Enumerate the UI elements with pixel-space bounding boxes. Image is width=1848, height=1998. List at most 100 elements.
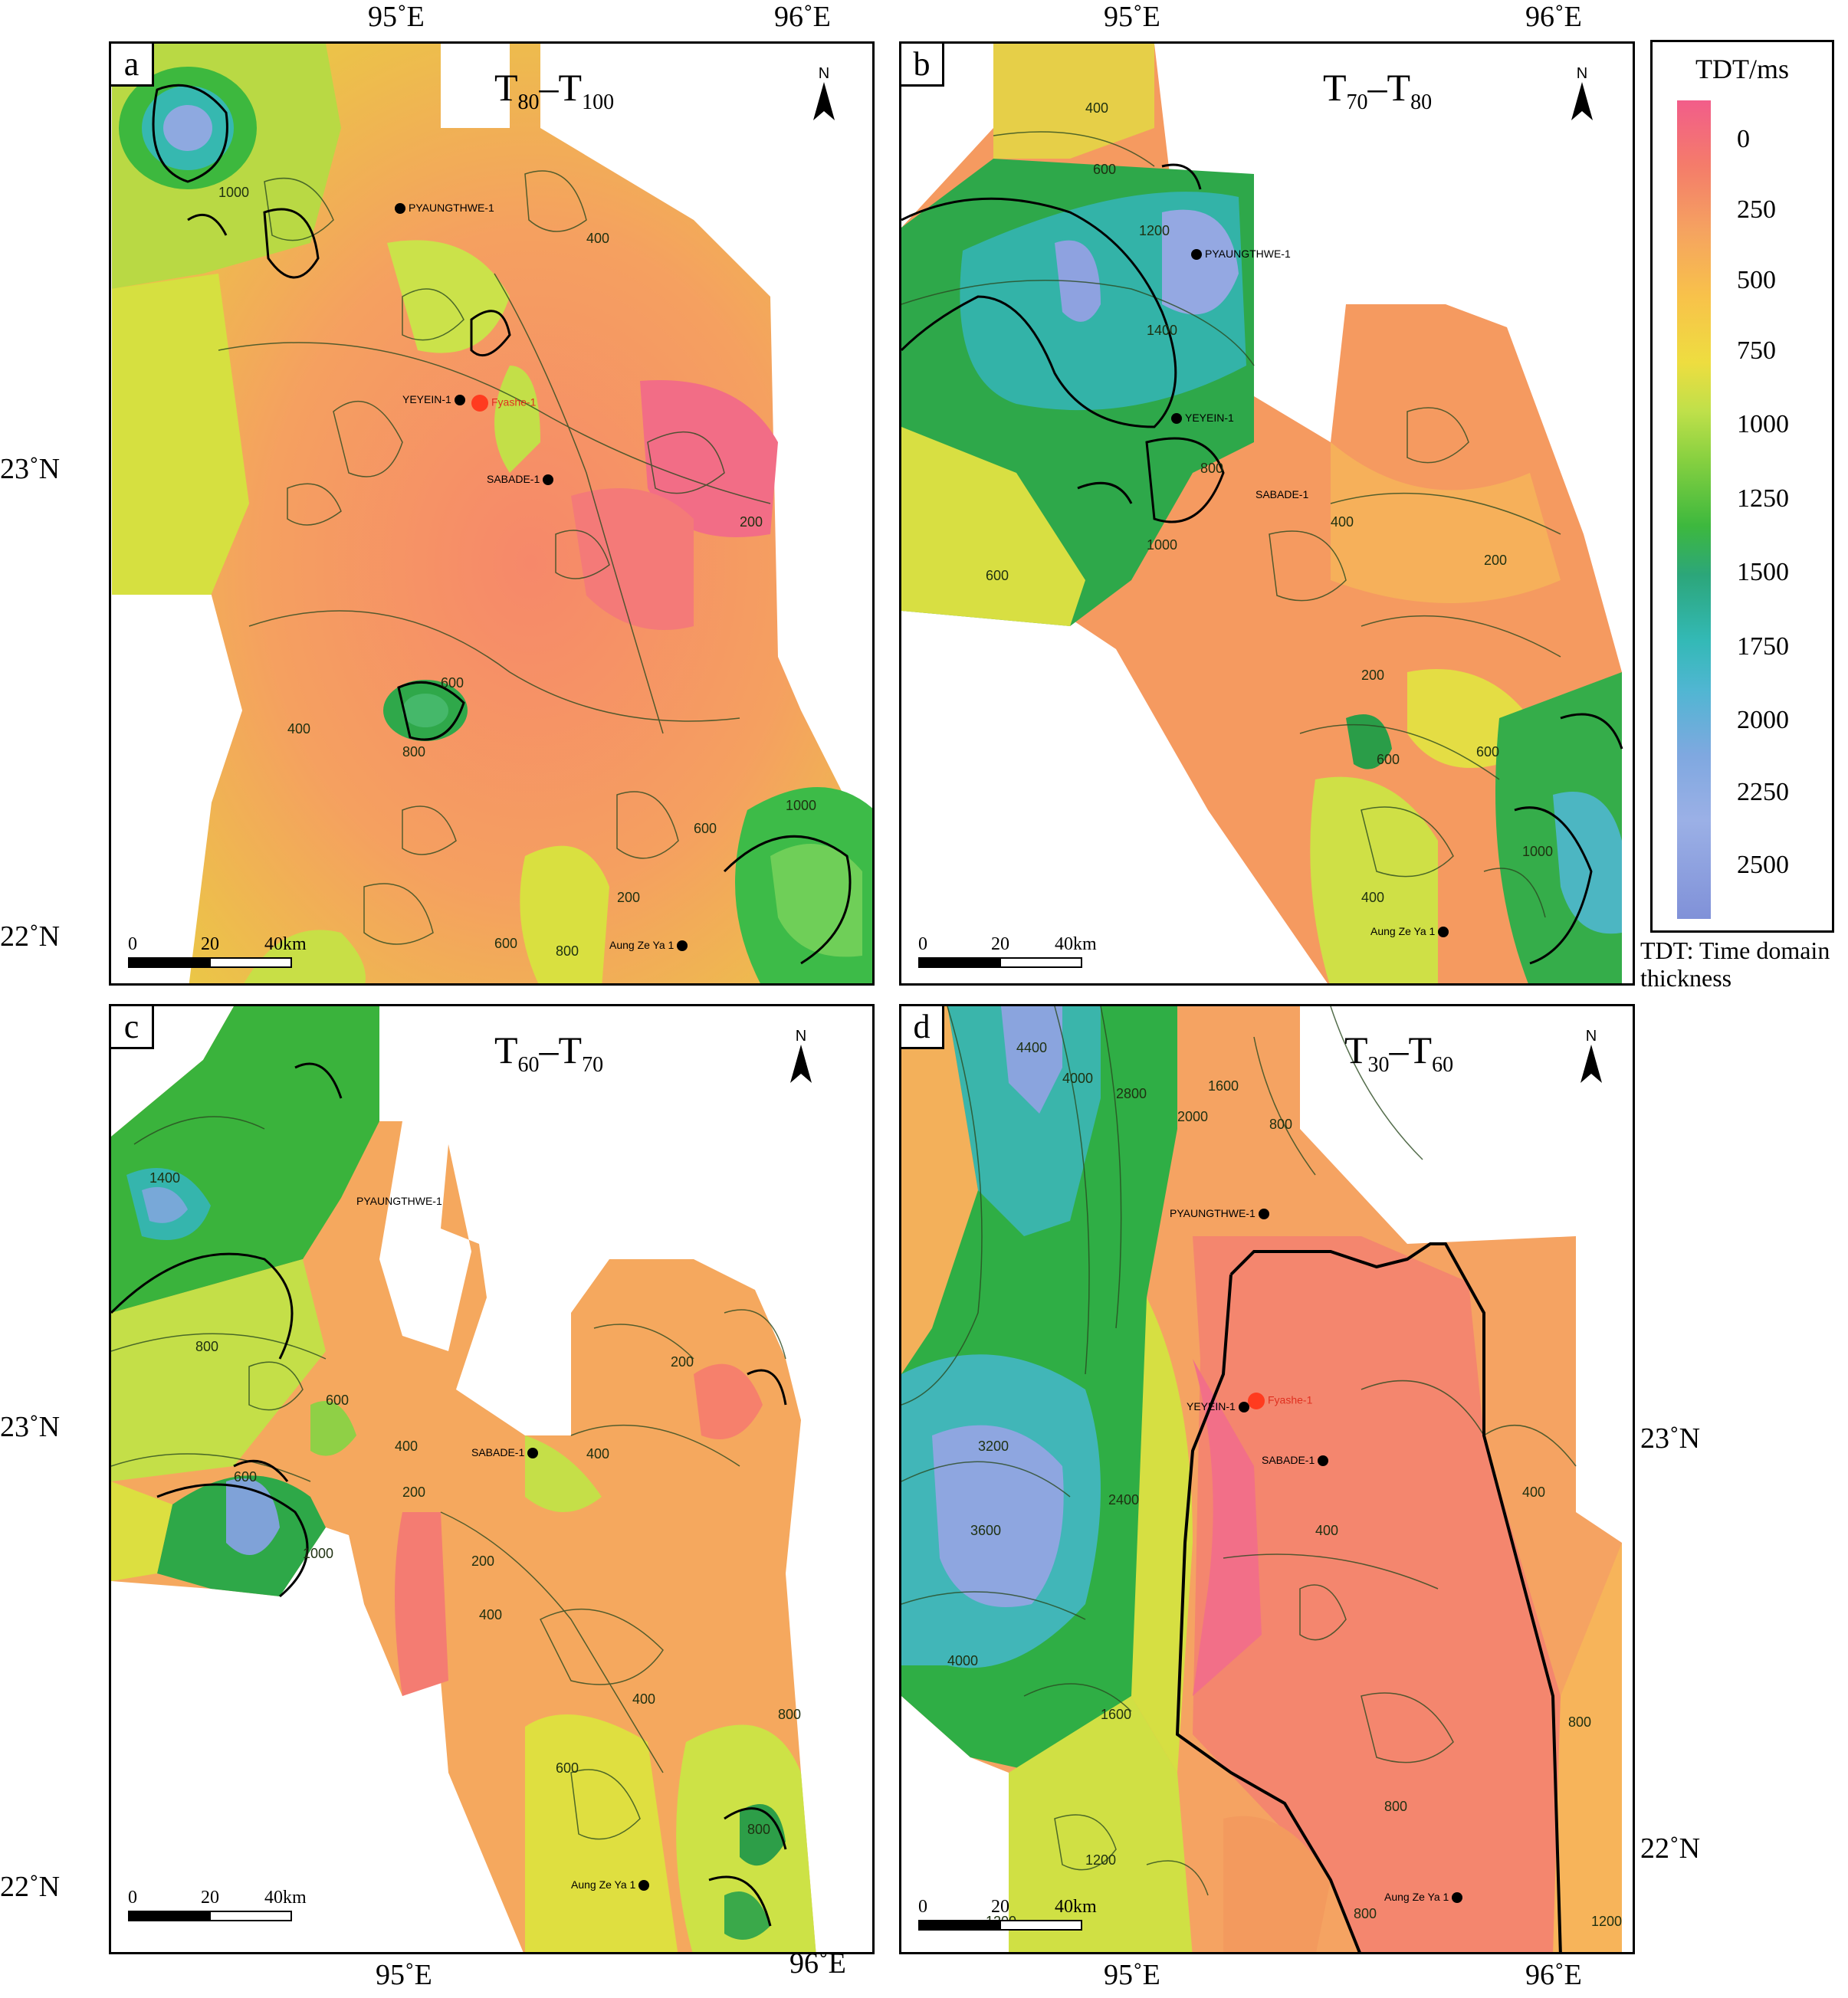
panel-title-b: T70–T80: [1323, 66, 1433, 114]
contour-label-a-11: 600: [694, 821, 717, 836]
contour-label-d-13: 400: [1522, 1485, 1545, 1500]
lon-label-95-bottom-left: 95˚E: [376, 1959, 432, 1991]
scale-bar-c: 0 20 40km: [128, 1888, 316, 1924]
contour-label-d-15: 1200: [1085, 1852, 1116, 1868]
contour-label-b-3: 1200: [1139, 223, 1170, 238]
lon-label-96-top-left: 96˚E: [774, 1, 831, 33]
thickness-map-b: 400 600 1200 1400 800 1000 400 200 200 6…: [901, 44, 1623, 983]
scale-label-40: 40km: [264, 1888, 307, 1908]
scale-label-0: 0: [918, 1897, 927, 1917]
legend-tick-2000: 2000: [1737, 706, 1789, 734]
contour-label-c-3: 600: [326, 1393, 349, 1408]
legend-tick-2250: 2250: [1737, 778, 1789, 806]
north-arrow-icon: [1571, 82, 1593, 120]
thickness-map-a: 400 200 600 800 1000 200 400 600 800 100…: [111, 44, 872, 983]
contour-label-d-9: 2400: [1108, 1492, 1139, 1508]
well-sabade-d: SABADE-1: [1262, 1454, 1331, 1467]
scale-label-0: 0: [918, 934, 927, 954]
well-yeyein-d: YEYEIN-1: [1187, 1400, 1252, 1413]
legend-tick-250: 250: [1737, 195, 1776, 224]
legend-tick-1000: 1000: [1737, 410, 1789, 438]
well-pyaungthwe-d: PYAUNGTHWE-1: [1170, 1207, 1272, 1220]
legend-tick-1500: 1500: [1737, 558, 1789, 586]
contour-label-c-14: 600: [556, 1760, 579, 1776]
north-label-d: N: [1585, 1028, 1597, 1045]
thickness-map-d: 4400 4000 2800 2000 1600 800 3200 3600 2…: [901, 1006, 1622, 1952]
well-yeyein-a: YEYEIN-1: [402, 393, 468, 406]
contour-label-c-7: 200: [471, 1553, 494, 1569]
lon-label-95-top-left: 95˚E: [368, 1, 425, 33]
map-panel-b: 400 600 1200 1400 800 1000 400 200 200 6…: [899, 41, 1635, 986]
north-arrow-b: N: [1567, 65, 1597, 126]
contour-label-c-2: 800: [195, 1339, 218, 1354]
north-arrow-icon: [790, 1045, 812, 1083]
map-panel-c: 1400 800 600 400 200 1000 200 400 600 40…: [109, 1004, 875, 1954]
panel-label-a: a: [111, 44, 154, 87]
legend-tick-1750: 1750: [1737, 632, 1789, 661]
lon-label-95-bottom-right: 95˚E: [1104, 1959, 1160, 1991]
scale-label-40: 40km: [264, 934, 307, 954]
contour-label-c-1: 1400: [149, 1170, 180, 1186]
contour-label-d-18: 800: [1354, 1906, 1377, 1921]
contour-label-b-4: 1400: [1147, 323, 1177, 338]
contour-label-d-1: 4400: [1016, 1040, 1047, 1055]
lat-label-22-d: 22˚N: [1640, 1832, 1701, 1865]
legend-tick-2500: 2500: [1737, 851, 1789, 879]
legend-tick-750: 750: [1737, 336, 1776, 365]
scale-label-20: 20: [201, 934, 219, 954]
panel-title-a: T80–T100: [494, 66, 615, 114]
well-pyaungthwe-a: PYAUNGTHWE-1: [395, 202, 494, 215]
well-sabade-b: SABADE-1: [1256, 488, 1309, 500]
contour-label-a-4: 800: [402, 744, 425, 760]
contour-label-c-9: 600: [234, 1469, 257, 1485]
panel-title-d: T30–T60: [1344, 1029, 1454, 1077]
contour-label-b-13: 400: [1361, 890, 1384, 905]
well-aungzeya-c: Aung Ze Ya 1: [571, 1878, 652, 1891]
lat-label-23-d: 23˚N: [1640, 1422, 1701, 1455]
contour-label-b-7: 400: [1331, 514, 1354, 530]
contour-label-a-3: 600: [441, 675, 464, 691]
contour-label-a-2: 200: [740, 514, 763, 530]
lat-label-23-a: 23˚N: [0, 453, 61, 485]
contour-label-a-1: 400: [586, 231, 609, 246]
lat-label-22-a: 22˚N: [0, 920, 61, 953]
legend-tick-1250: 1250: [1737, 484, 1789, 513]
contour-label-a-6: 200: [617, 890, 640, 905]
contour-label-c-10: 400: [586, 1446, 609, 1462]
lat-label-23-c: 23˚N: [0, 1411, 61, 1443]
panel-label-d: d: [901, 1006, 944, 1049]
contour-label-d-5: 1600: [1208, 1078, 1239, 1094]
contour-label-d-11: 1600: [1101, 1707, 1131, 1722]
well-fyashe-d: Fyashe-1: [1248, 1393, 1312, 1409]
scale-label-20: 20: [991, 934, 1009, 954]
contour-label-a-9: 800: [556, 943, 579, 959]
contour-label-a-7: 400: [287, 721, 310, 737]
lon-label-96-bottom-right: 96˚E: [1525, 1959, 1582, 1991]
panel-title-c: T60–T70: [494, 1029, 604, 1077]
well-pyaungthwe-c: PYAUNGTHWE-1: [356, 1195, 442, 1207]
contour-label-b-2: 600: [1093, 162, 1116, 177]
contour-label-b-12: 1000: [1522, 844, 1553, 859]
legend-note: TDT: Time domain thickness: [1640, 937, 1830, 992]
north-label-b: N: [1576, 65, 1588, 82]
contour-label-b-5: 800: [1200, 461, 1223, 476]
lat-label-22-c: 22˚N: [0, 1871, 61, 1903]
contour-label-b-1: 400: [1085, 100, 1108, 116]
well-sabade-c: SABADE-1: [471, 1446, 541, 1459]
contour-label-d-10: 4000: [947, 1653, 978, 1668]
contour-label-d-7: 3200: [978, 1439, 1009, 1454]
well-aungzeya-d: Aung Ze Ya 1: [1384, 1891, 1466, 1904]
scale-label-20: 20: [991, 1897, 1009, 1917]
map-panel-d: 4400 4000 2800 2000 1600 800 3200 3600 2…: [899, 1004, 1635, 1954]
contour-label-d-14: 800: [1568, 1714, 1591, 1730]
contour-label-d-4: 2000: [1177, 1109, 1208, 1124]
contour-label-a-5: 1000: [218, 185, 249, 200]
north-label-a: N: [818, 65, 830, 82]
lon-label-95-top-right: 95˚E: [1104, 1, 1160, 33]
contour-label-c-13: 400: [632, 1691, 655, 1707]
panel-label-b: b: [901, 44, 944, 87]
well-yeyein-b: YEYEIN-1: [1171, 412, 1234, 425]
lon-label-96-top-right: 96˚E: [1525, 1, 1582, 33]
tdt-legend: TDT/ms 0 250 500 750 1000 1250 1500 1750…: [1650, 40, 1834, 933]
legend-tick-500: 500: [1737, 266, 1776, 294]
